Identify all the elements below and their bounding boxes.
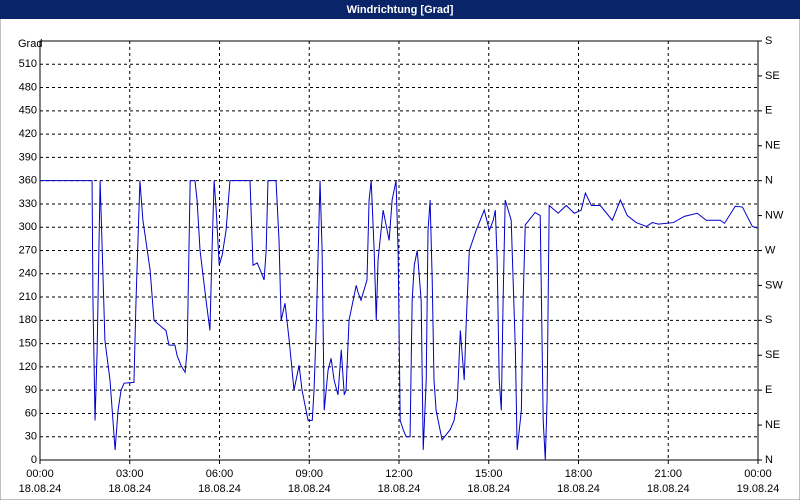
y-tick-label: 240	[19, 268, 37, 280]
x-tick-label: 12:00	[385, 468, 413, 480]
y2-tick-label: S	[765, 35, 772, 47]
chart-title: Windrichtung [Grad]	[347, 4, 454, 16]
x-tick-date: 18.08.24	[19, 483, 62, 495]
x-tick-label: 21:00	[654, 468, 682, 480]
x-tick-date: 18.08.24	[108, 483, 151, 495]
y2-tick-label: E	[765, 384, 772, 396]
x-tick-label: 18:00	[565, 468, 593, 480]
x-tick-label: 15:00	[475, 468, 503, 480]
y-tick-label: 120	[19, 361, 37, 373]
y2-tick-label: N	[765, 454, 773, 466]
x-tick-date: 18.08.24	[198, 483, 241, 495]
y2-tick-label: NE	[765, 140, 780, 152]
title-bar	[0, 0, 800, 19]
x-tick-date: 18.08.24	[557, 483, 600, 495]
y2-tick-label: SE	[765, 70, 780, 82]
x-tick-date: 18.08.24	[288, 483, 331, 495]
y2-tick-label: E	[765, 105, 772, 117]
y-tick-label: 270	[19, 244, 37, 256]
y-tick-label: 420	[19, 128, 37, 140]
x-tick-label: 00:00	[744, 468, 772, 480]
y2-tick-label: W	[765, 244, 776, 256]
y2-tick-label: N	[765, 175, 773, 187]
x-tick-date: 19.08.24	[737, 483, 780, 495]
y-tick-label: 390	[19, 151, 37, 163]
y-tick-label: 300	[19, 221, 37, 233]
x-tick-date: 18.08.24	[647, 483, 690, 495]
y-tick-label: 60	[25, 407, 37, 419]
y2-tick-label: NW	[765, 209, 784, 221]
x-tick-label: 09:00	[295, 468, 323, 480]
y-tick-label: 480	[19, 81, 37, 93]
y2-tick-label: S	[765, 314, 772, 326]
y2-tick-label: NE	[765, 419, 780, 431]
y2-tick-label: SW	[765, 279, 783, 291]
y-axis-label: Grad	[18, 38, 42, 50]
y-tick-label: 180	[19, 314, 37, 326]
x-tick-date: 18.08.24	[378, 483, 421, 495]
y-tick-label: 450	[19, 105, 37, 117]
y-tick-label: 0	[31, 454, 37, 466]
y-tick-label: 30	[25, 431, 37, 443]
x-tick-label: 06:00	[206, 468, 234, 480]
y-tick-label: 360	[19, 175, 37, 187]
y2-tick-label: SE	[765, 349, 780, 361]
y-tick-label: 510	[19, 58, 37, 70]
x-tick-date: 18.08.24	[467, 483, 510, 495]
x-tick-label: 03:00	[116, 468, 144, 480]
y-tick-label: 210	[19, 291, 37, 303]
data-line	[40, 180, 758, 461]
y-tick-label: 330	[19, 198, 37, 210]
y-tick-label: 150	[19, 338, 37, 350]
x-tick-label: 00:00	[26, 468, 54, 480]
y-tick-label: 90	[25, 384, 37, 396]
